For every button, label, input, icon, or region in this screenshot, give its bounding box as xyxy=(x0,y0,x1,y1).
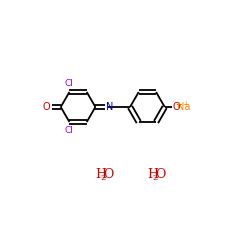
Text: 2: 2 xyxy=(153,174,158,182)
Text: Cl: Cl xyxy=(64,126,73,135)
Text: O: O xyxy=(156,168,166,181)
Text: O: O xyxy=(104,168,114,181)
Text: +: + xyxy=(182,100,188,109)
Text: Na: Na xyxy=(178,102,191,112)
Text: Cl: Cl xyxy=(64,79,73,88)
Text: H: H xyxy=(96,168,106,181)
Text: O: O xyxy=(172,102,180,112)
Text: 2: 2 xyxy=(101,174,106,182)
Text: H: H xyxy=(148,168,158,181)
Text: −: − xyxy=(176,100,182,109)
Text: N: N xyxy=(106,102,113,112)
Text: O: O xyxy=(42,102,50,112)
